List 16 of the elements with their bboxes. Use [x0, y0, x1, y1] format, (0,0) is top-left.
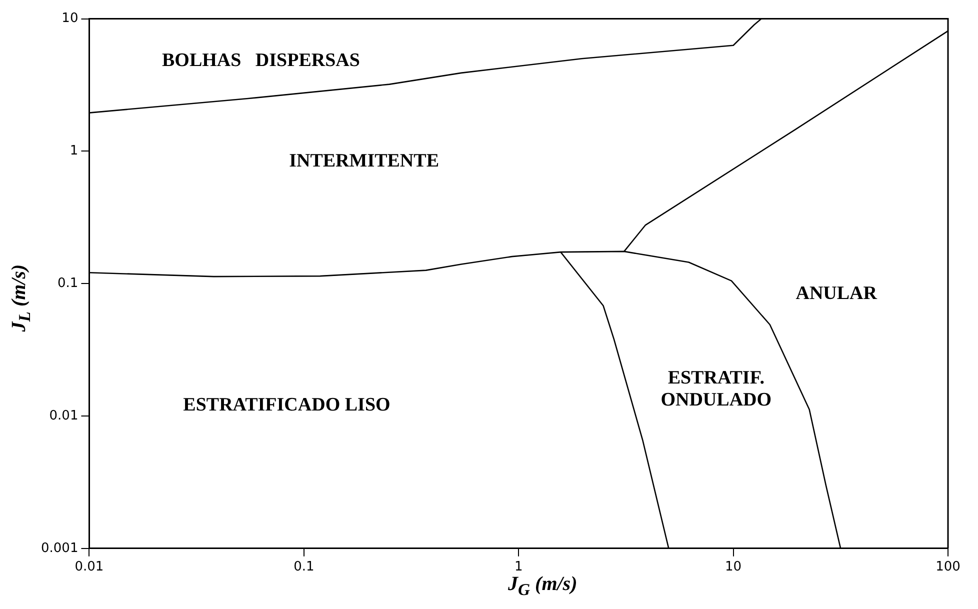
annotation: BOLHAS DISPERSAS	[162, 50, 360, 72]
annotation: ANULAR	[796, 283, 878, 304]
annotation: ESTRATIF. ONDULADO	[660, 367, 772, 410]
x-axis-title: J$_{G}$ (m/s)	[508, 573, 578, 600]
y-tick-label: 10	[62, 11, 78, 26]
x-tick-label: 1	[514, 560, 523, 575]
y-tick-label: 0.1	[58, 276, 78, 291]
x-tick-label: 10	[725, 560, 742, 575]
annotation: INTERMITENTE	[289, 150, 439, 172]
x-tick-label: 0.01	[74, 560, 104, 575]
x-tick-label: 0.1	[294, 560, 314, 575]
y-tick-label: 0.001	[41, 540, 78, 556]
annotation: ESTRATIFICADO LISO	[183, 394, 390, 416]
y-tick-label: 1	[70, 144, 78, 159]
x-tick-label: 100	[936, 560, 960, 575]
y-tick-label: 0.01	[49, 408, 78, 424]
